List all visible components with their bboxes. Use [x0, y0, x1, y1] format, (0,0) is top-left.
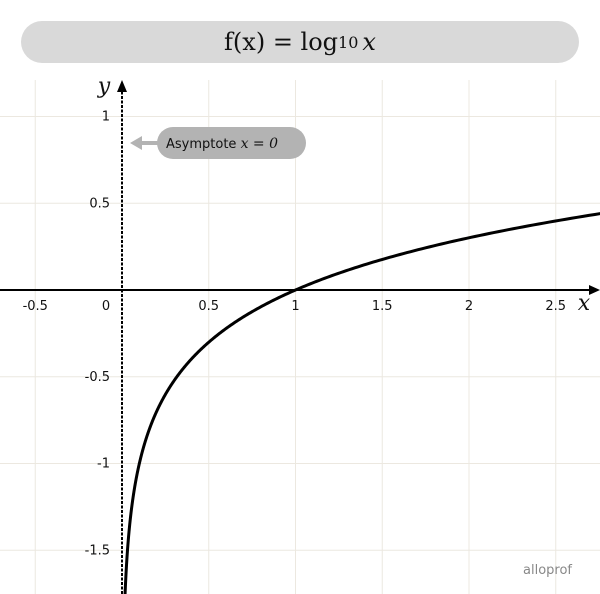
y-tick-label: -0.5 [85, 370, 110, 385]
y-axis-arrow [117, 80, 127, 92]
function-curve [123, 212, 600, 594]
callout-bg [157, 127, 306, 159]
y-tick-label: -1 [97, 457, 110, 472]
x-tick-label: 2.5 [545, 299, 566, 314]
title-var: x [362, 28, 376, 56]
x-tick-label: 2 [465, 299, 473, 314]
x-tick-label: 0 [102, 299, 110, 314]
x-tick-label: 0.5 [198, 299, 219, 314]
chart-title: f(x) = log 10 x [21, 21, 579, 63]
x-axis-label: x [578, 291, 591, 316]
asymptote-label: Asymptote x = 0 [166, 136, 278, 152]
x-tick-label: 1.5 [372, 299, 393, 314]
x-tick-label: -0.5 [23, 299, 48, 314]
callout-arrow-icon [130, 136, 142, 150]
asymptote-equation: x = 0 [241, 136, 279, 152]
asymptote-callout: Asymptote x = 0 [130, 127, 306, 159]
y-tick-label: 1 [102, 110, 110, 125]
y-axis-label: y [97, 74, 111, 99]
x-tick-label: 1 [291, 299, 299, 314]
y-tick-label: 0.5 [89, 196, 110, 211]
title-base: 10 [338, 32, 359, 52]
alloprof-logo: alloprof [523, 563, 572, 578]
x-axis-arrow [589, 285, 600, 295]
title-lhs: f(x) = log [224, 28, 339, 56]
y-tick-label: -1.5 [85, 543, 110, 558]
